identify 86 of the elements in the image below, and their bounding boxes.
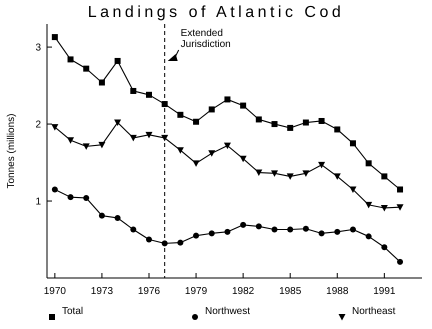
point — [287, 124, 294, 131]
point — [208, 106, 215, 112]
point — [381, 244, 388, 250]
legend-label: Total — [62, 306, 84, 317]
point — [240, 102, 246, 109]
point — [397, 186, 404, 192]
point — [83, 194, 90, 201]
point — [130, 88, 136, 94]
point — [130, 134, 137, 142]
point — [114, 58, 121, 64]
point — [302, 226, 309, 232]
point — [366, 233, 372, 240]
point — [208, 150, 216, 157]
point — [256, 223, 262, 230]
point — [68, 194, 74, 200]
point — [98, 212, 105, 219]
point — [349, 186, 356, 193]
y-tick-label: 1 — [35, 196, 42, 208]
point — [286, 173, 294, 180]
point — [162, 240, 168, 246]
point — [334, 173, 341, 180]
point — [397, 258, 404, 265]
point — [82, 143, 90, 150]
point — [145, 132, 152, 138]
x-tick-label: 1982 — [232, 286, 255, 297]
point — [287, 226, 294, 233]
x-tick-label: 1979 — [184, 286, 208, 297]
point — [256, 116, 262, 122]
point — [208, 230, 215, 236]
x-tick-label: 1976 — [138, 286, 161, 297]
x-tick-label: 1988 — [326, 286, 349, 297]
point — [177, 240, 184, 246]
point — [224, 142, 231, 150]
point — [240, 156, 247, 162]
point — [114, 120, 122, 126]
point — [52, 186, 58, 192]
y-axis-title: Tonnes (millions) — [6, 113, 17, 189]
point — [366, 160, 372, 166]
point — [193, 232, 200, 239]
x-tick-label: 1991 — [373, 286, 396, 297]
point — [224, 96, 230, 102]
point — [240, 222, 246, 228]
point — [68, 56, 74, 62]
point — [192, 160, 200, 167]
point — [302, 170, 310, 177]
point — [224, 228, 230, 235]
legend-label: Northeast — [352, 306, 396, 317]
point — [83, 66, 90, 72]
x-tick-label: 1970 — [44, 286, 66, 297]
point — [67, 137, 74, 144]
point — [52, 34, 58, 40]
point — [350, 226, 356, 233]
point — [318, 230, 325, 236]
point — [381, 173, 388, 180]
point — [146, 92, 152, 98]
point — [177, 112, 184, 118]
y-tick-label: 3 — [35, 42, 42, 54]
point — [176, 147, 184, 154]
point — [114, 214, 121, 221]
point — [396, 204, 404, 211]
x-tick-label: 1973 — [90, 286, 114, 297]
point — [380, 204, 388, 212]
point — [272, 121, 278, 128]
legend-label: Northwest — [205, 306, 250, 317]
point — [334, 126, 340, 132]
point — [334, 228, 340, 235]
point — [146, 236, 152, 243]
point — [318, 118, 325, 124]
point — [51, 124, 58, 131]
point — [98, 142, 106, 148]
point — [162, 101, 168, 108]
x-tick-label: 1985 — [279, 286, 302, 297]
point — [130, 226, 136, 233]
point — [318, 162, 326, 168]
ref-line-label: Extended Jurisdiction — [180, 28, 231, 50]
point — [365, 202, 372, 208]
point — [272, 226, 278, 233]
chart-title: Landings of Atlantic Cod — [88, 4, 344, 21]
point — [255, 170, 262, 176]
point — [98, 79, 105, 86]
point — [350, 140, 356, 146]
point — [302, 120, 309, 126]
y-tick-label: 2 — [35, 120, 42, 131]
point — [161, 134, 168, 142]
point — [193, 118, 200, 125]
point — [271, 170, 278, 177]
